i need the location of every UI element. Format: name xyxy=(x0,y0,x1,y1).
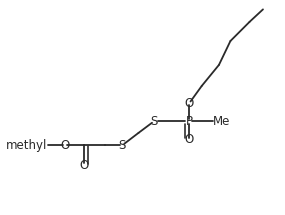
Text: S: S xyxy=(150,115,158,128)
Text: O: O xyxy=(79,159,89,172)
Text: O: O xyxy=(185,133,194,146)
Text: methyl: methyl xyxy=(6,139,48,152)
Text: Me: Me xyxy=(213,115,231,128)
Text: S: S xyxy=(119,139,126,152)
Text: O: O xyxy=(60,139,70,152)
Text: P: P xyxy=(186,115,193,128)
Text: O: O xyxy=(185,97,194,110)
